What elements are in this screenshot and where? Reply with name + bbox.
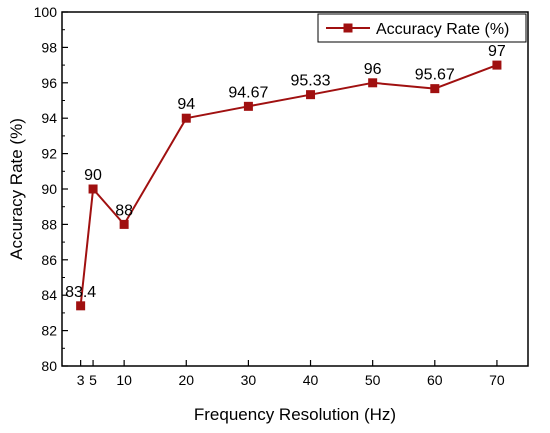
data-label: 83.4 — [65, 284, 96, 301]
plot-area — [61, 11, 529, 367]
y-axis-title: Accuracy Rate (%) — [7, 118, 26, 260]
legend: Accuracy Rate (%) — [317, 13, 527, 43]
y-axis-ticks: 80 82 84 86 88 90 92 94 96 98 100 — [34, 4, 68, 374]
y-tick-label: 92 — [41, 146, 57, 162]
y-tick-label: 98 — [41, 39, 57, 55]
data-point — [119, 219, 129, 229]
x-tick-label: 70 — [489, 372, 505, 388]
legend-marker — [343, 23, 353, 33]
data-label: 95.67 — [415, 67, 455, 84]
x-tick-label: 40 — [303, 372, 319, 388]
data-label: 94 — [177, 96, 195, 113]
x-axis-title: Frequency Resolution (Hz) — [194, 405, 396, 424]
x-tick-label: 3 — [77, 372, 85, 388]
data-labels: 83.4 90 88 94 94.67 95.33 96 95.67 97 — [65, 43, 506, 301]
x-tick-label: 60 — [427, 372, 443, 388]
y-tick-label: 82 — [41, 323, 57, 339]
y-tick-label: 84 — [41, 287, 57, 303]
x-tick-label: 30 — [241, 372, 257, 388]
x-tick-label: 20 — [178, 372, 194, 388]
legend-label: Accuracy Rate (%) — [376, 21, 509, 38]
data-label: 94.67 — [228, 84, 268, 101]
data-point — [492, 60, 502, 70]
y-tick-label: 100 — [34, 4, 58, 20]
data-point — [243, 101, 253, 111]
x-tick-label: 50 — [365, 372, 381, 388]
x-axis-ticks: 3 5 10 20 30 40 50 60 70 — [77, 360, 505, 388]
x-tick-label: 10 — [116, 372, 132, 388]
data-point — [430, 84, 440, 94]
y-tick-label: 80 — [41, 358, 57, 374]
data-label: 95.33 — [291, 73, 331, 90]
data-label: 97 — [488, 43, 506, 60]
data-point — [368, 78, 378, 88]
y-tick-label: 88 — [41, 216, 57, 232]
series-layer — [76, 60, 502, 311]
data-point — [76, 301, 86, 311]
data-label: 88 — [115, 202, 133, 219]
data-point — [306, 90, 316, 100]
data-label: 96 — [364, 61, 382, 78]
legend-box — [317, 13, 527, 43]
y-tick-label: 96 — [41, 75, 57, 91]
x-tick-label: 5 — [89, 372, 97, 388]
data-label: 90 — [84, 167, 102, 184]
y-tick-label: 94 — [41, 110, 57, 126]
y-tick-label: 86 — [41, 252, 57, 268]
data-point — [88, 184, 98, 194]
data-point — [181, 113, 191, 123]
y-tick-label: 90 — [41, 181, 57, 197]
